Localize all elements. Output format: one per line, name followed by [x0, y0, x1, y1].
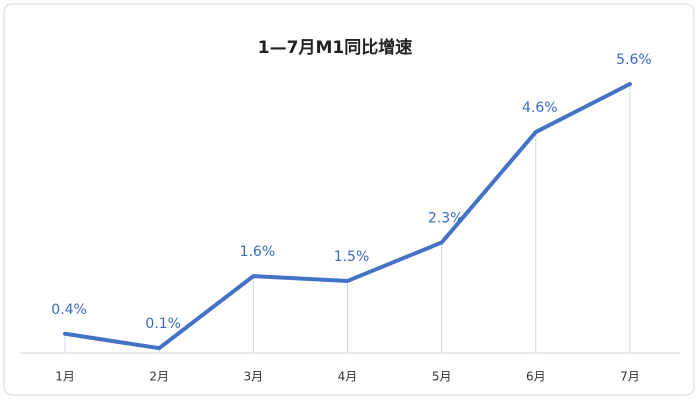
data-line — [63, 82, 632, 351]
value-label: 1.5% — [334, 249, 370, 265]
x-tick-label: 1月 — [55, 370, 75, 384]
value-label: 4.6% — [522, 100, 558, 116]
x-tick-label: 6月 — [526, 370, 546, 384]
x-tick-label: 7月 — [620, 370, 640, 384]
value-label: 5.6% — [616, 52, 652, 68]
value-label: 2.3% — [428, 211, 464, 227]
x-tick-label: 2月 — [149, 370, 169, 384]
value-label: 1.6% — [240, 244, 276, 260]
x-tick-label: 5月 — [432, 370, 452, 384]
value-label: 0.1% — [145, 316, 181, 332]
x-tick-label: 4月 — [338, 370, 358, 384]
chart-title: 1—7月M1同比增速 — [258, 37, 412, 58]
value-label: 0.4% — [51, 302, 87, 318]
x-tick-label: 3月 — [244, 370, 264, 384]
chart-frame — [3, 3, 695, 396]
